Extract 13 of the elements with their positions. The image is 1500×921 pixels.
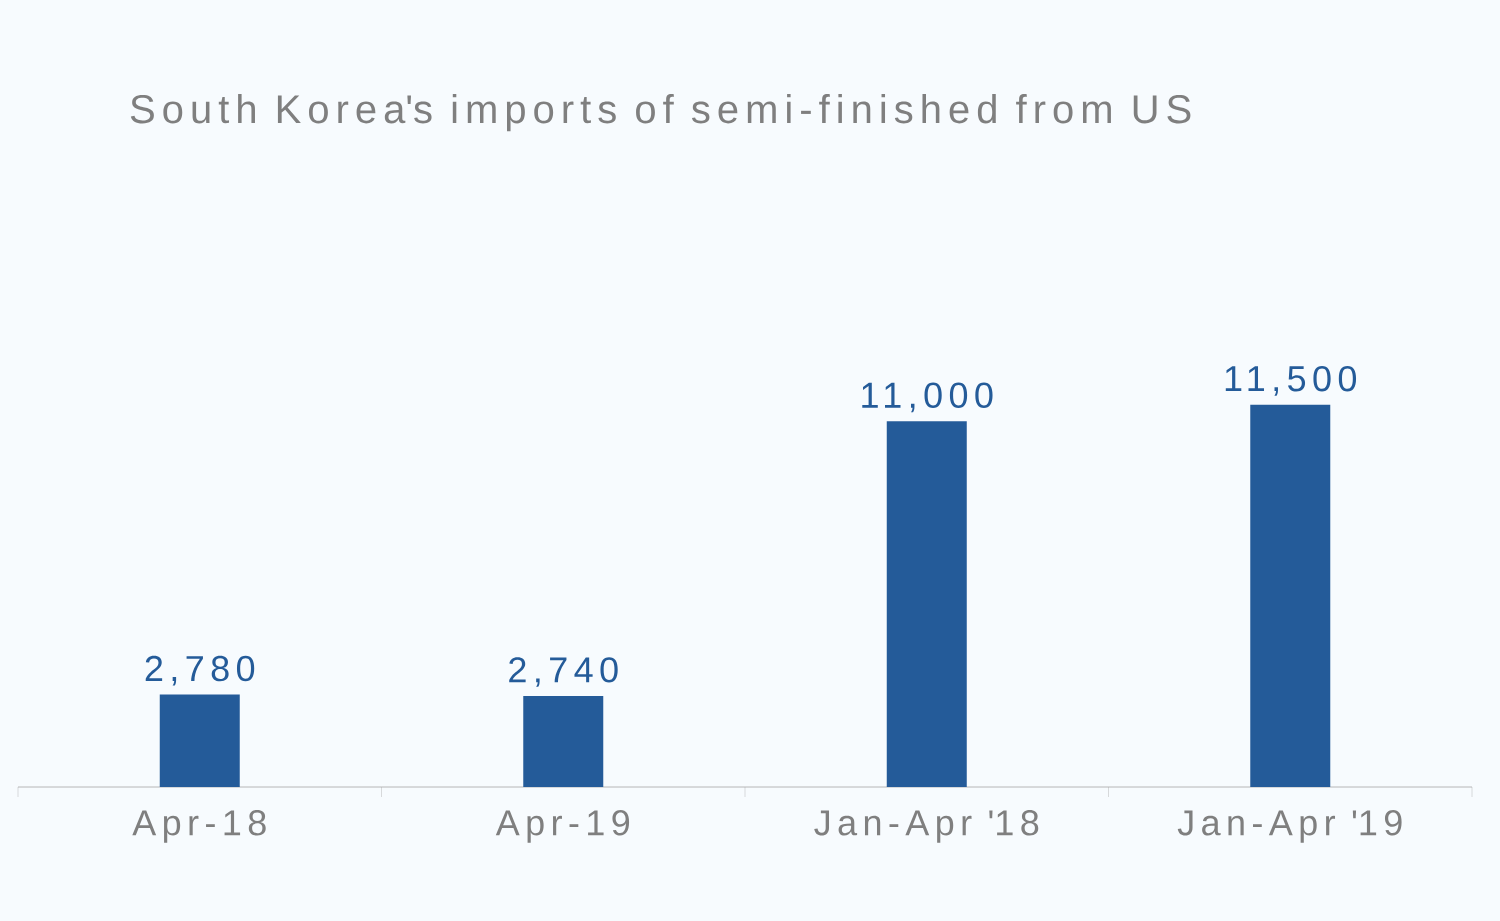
data-label: 2,780 [145, 655, 255, 686]
data-label: 2,740 [509, 657, 618, 687]
x-tick-label: Jan-Apr '19 [1177, 810, 1402, 843]
bar [1250, 404, 1331, 787]
chart-title: South Korea's imports of semi-finished from US [130, 93, 1191, 132]
x-tick-label: Apr-18 [132, 810, 266, 843]
bar [886, 421, 967, 787]
x-tick-label: Jan-Apr '18 [814, 810, 1039, 843]
x-tick-label: Apr-19 [495, 810, 630, 843]
data-label: 11,500 [1225, 365, 1357, 396]
data-label: 11,000 [862, 382, 993, 413]
bar [159, 694, 240, 787]
bar [523, 695, 604, 787]
